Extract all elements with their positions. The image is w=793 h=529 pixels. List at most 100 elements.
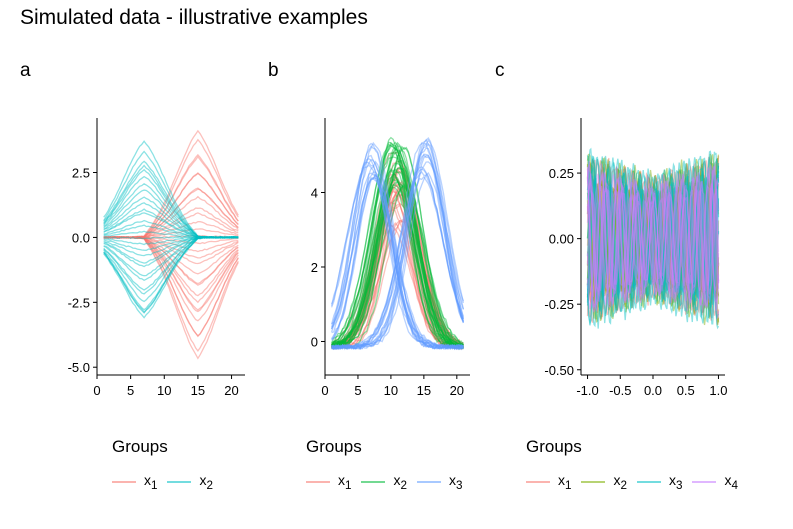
legend-c-label-x3: x3 (668, 472, 683, 492)
series-x2-curve (331, 150, 464, 348)
series-x2-curve (103, 236, 239, 257)
series-x3-curve (330, 158, 464, 351)
series-x3-curve (331, 175, 464, 350)
series-x2-curve (103, 236, 239, 264)
series-x3-curve (331, 160, 464, 350)
series-x2-curve (331, 178, 464, 349)
panel-c-plot: -1.0 -0.5 0.0 0.5 1.0 0.25 0.00 -0.25 -0.50 (544, 118, 727, 398)
series-x1-curve (331, 168, 464, 347)
series-x2-curve (331, 145, 464, 348)
series-x2-curve (586, 173, 720, 302)
legend-a-label-x1: x1 (144, 472, 158, 492)
series-x1-curve (103, 236, 239, 313)
series-x2-curve (103, 208, 239, 239)
series-x1-curve (103, 155, 239, 239)
series-x2-curve (103, 236, 239, 277)
series-x2-curve (586, 179, 720, 301)
series-x4-curve (586, 173, 720, 310)
series-x1-curve (331, 182, 464, 350)
legend-a: x1 x2 (112, 472, 223, 492)
series-x2-curve (331, 180, 464, 348)
series-x1-curve (331, 201, 464, 349)
series-x3-curve (331, 142, 465, 351)
series-x3-curve (331, 164, 464, 350)
series-x4-curve (586, 184, 720, 293)
legend-c-item-x1: x1 (526, 472, 571, 492)
x-tick-label: -1.0 (576, 383, 598, 398)
series-group (586, 147, 720, 330)
series-x2-curve (103, 189, 239, 239)
series-x1-curve (103, 236, 239, 322)
x-tick-label: 0.5 (677, 383, 695, 398)
series-x1-curve (586, 174, 720, 301)
series-x1-curve (331, 151, 464, 347)
series-x2-curve (586, 160, 720, 323)
series-x3-curve (331, 155, 464, 350)
series-x1-curve (103, 195, 239, 239)
legend-b-item-x2: x2 (361, 472, 407, 492)
series-x1-curve (331, 218, 464, 349)
series-x1-curve (331, 160, 464, 349)
x-tick-label: 0 (321, 383, 328, 398)
legend-a-key-x1 (112, 480, 136, 483)
series-x1-curve (103, 236, 239, 297)
series-x2-curve (103, 202, 239, 239)
y-tick-label: 2 (311, 260, 318, 275)
series-x1-curve (331, 188, 464, 350)
series-x4-curve (586, 188, 720, 291)
legend-a-key-x2 (167, 480, 192, 483)
series-x2-curve (103, 236, 239, 251)
series-x1-curve (586, 174, 720, 300)
panel-a-label: a (20, 60, 31, 81)
legend-c-key-x4 (692, 480, 717, 483)
panel-b-plot: 0 5 10 15 20 0 2 4 (311, 118, 470, 398)
series-x3-curve (331, 154, 465, 350)
series-x4-curve (586, 167, 720, 311)
series-x3-curve (586, 147, 720, 329)
series-x2-curve (103, 236, 239, 268)
legend-a-title: Groups (112, 437, 168, 456)
series-x2-curve (331, 183, 464, 348)
series-x2-curve (331, 136, 464, 351)
series-x1-curve (103, 236, 239, 265)
series-x2-curve (586, 154, 720, 321)
series-x1-curve (586, 156, 720, 321)
series-x3-curve (331, 138, 465, 350)
series-x3-curve (586, 156, 720, 326)
series-x1-curve (103, 236, 239, 304)
series-x2-curve (103, 196, 239, 239)
series-x1-curve (103, 153, 239, 239)
series-group (330, 136, 465, 351)
legend-c: x1 x2 x3 x4 (526, 472, 748, 492)
series-x2-curve (331, 173, 464, 350)
series-x2-curve (586, 162, 720, 308)
series-x3-curve (331, 173, 464, 350)
series-x3-curve (331, 170, 465, 350)
series-x1-curve (586, 179, 720, 303)
series-x1-curve (331, 202, 464, 350)
series-x1-curve (103, 129, 239, 239)
x-tick-label: 20 (450, 383, 464, 398)
legend-b-label-x3: x3 (448, 472, 463, 492)
x-tick-label: 20 (224, 383, 238, 398)
legend-a-item-x2: x2 (167, 472, 213, 492)
series-x2-curve (103, 236, 239, 314)
series-x1-curve (331, 177, 464, 350)
series-x1-curve (586, 158, 720, 318)
legend-b-key-x1 (306, 480, 330, 483)
series-x3-curve (330, 145, 464, 350)
series-x1-curve (103, 234, 239, 239)
series-x2-curve (331, 180, 464, 349)
series-x1-curve (331, 175, 464, 349)
series-x2-curve (331, 152, 464, 348)
series-x1-curve (331, 203, 464, 350)
series-x2-curve (331, 147, 464, 350)
series-x4-curve (586, 182, 720, 293)
legend-c-item-x2: x2 (581, 472, 627, 492)
legend-c-item-x3: x3 (636, 472, 683, 492)
series-x3-curve (330, 142, 464, 350)
series-x2-curve (586, 179, 720, 301)
series-x2-curve (331, 186, 464, 348)
series-x3-curve (331, 168, 464, 350)
series-x3-curve (330, 154, 464, 351)
